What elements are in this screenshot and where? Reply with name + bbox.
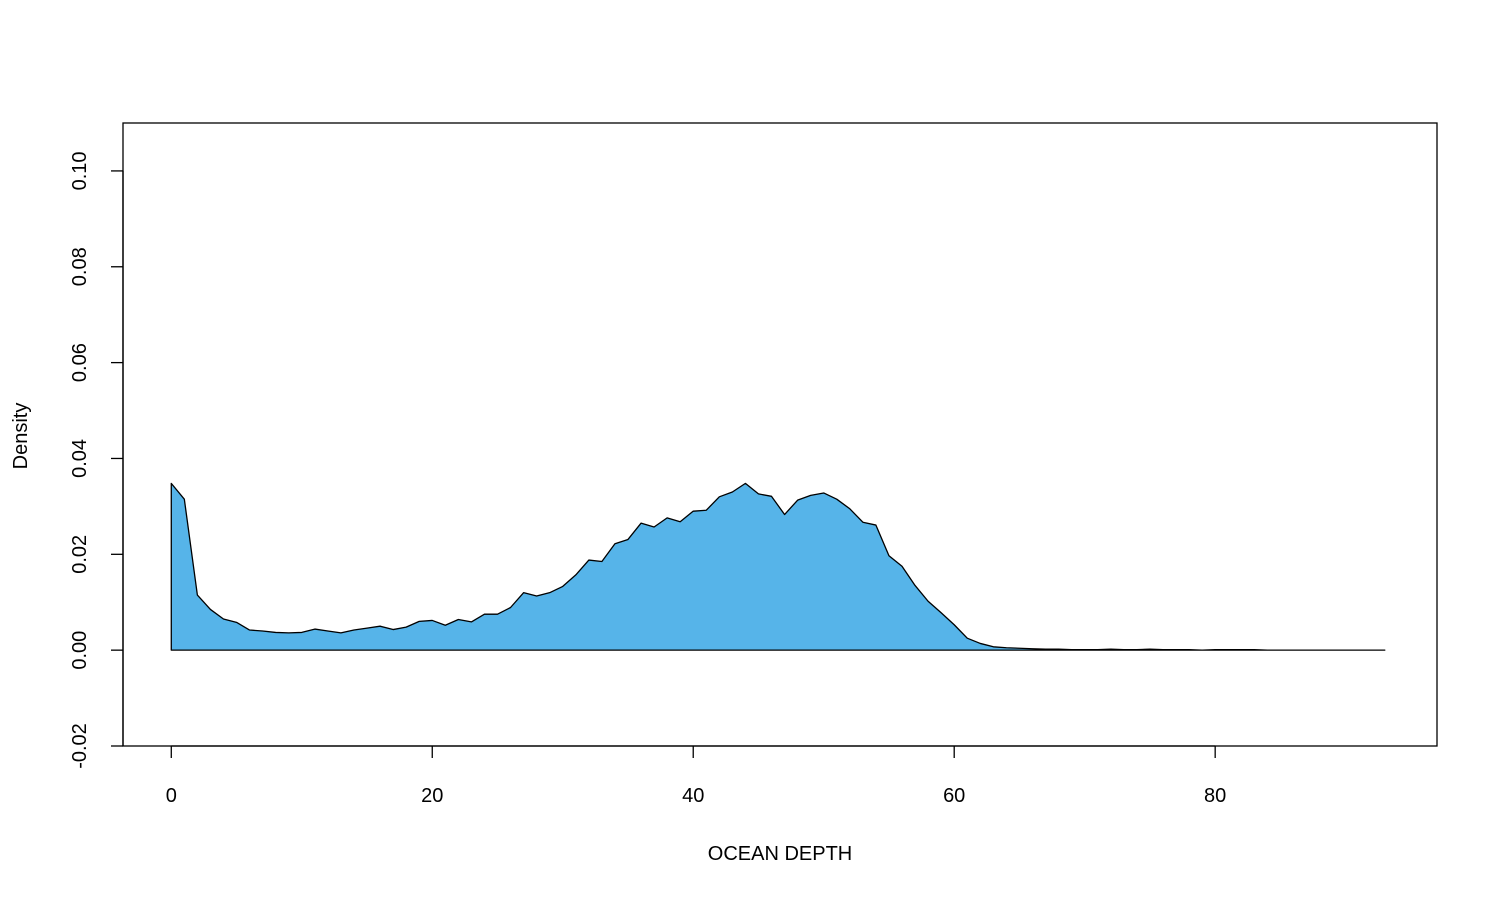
y-tick-label: 0.08 xyxy=(69,247,91,286)
x-axis-label: OCEAN DEPTH xyxy=(708,843,852,865)
y-axis-label: Density xyxy=(10,403,32,470)
plot-frame xyxy=(122,122,1438,747)
x-axis: 0 20 40 60 80 xyxy=(166,745,1226,807)
x-tick-label: 80 xyxy=(1204,785,1226,807)
plot-area xyxy=(122,122,1438,747)
x-tick-label: 60 xyxy=(943,785,965,807)
x-tick-label: 40 xyxy=(682,785,704,807)
y-tick-label: 0.02 xyxy=(69,535,91,574)
y-tick-label: -0.02 xyxy=(69,723,91,769)
y-tick-label: 0.04 xyxy=(69,439,91,478)
y-axis: -0.02 0.00 0.02 0.04 0.06 0.08 0.10 xyxy=(69,151,124,769)
x-tick-label: 0 xyxy=(166,785,177,807)
y-tick-label: 0.06 xyxy=(69,343,91,382)
density-area-0 xyxy=(170,482,1386,651)
y-tick-label: 0.10 xyxy=(69,151,91,190)
x-tick-label: 20 xyxy=(421,785,443,807)
y-tick-label: 0.00 xyxy=(69,631,91,670)
